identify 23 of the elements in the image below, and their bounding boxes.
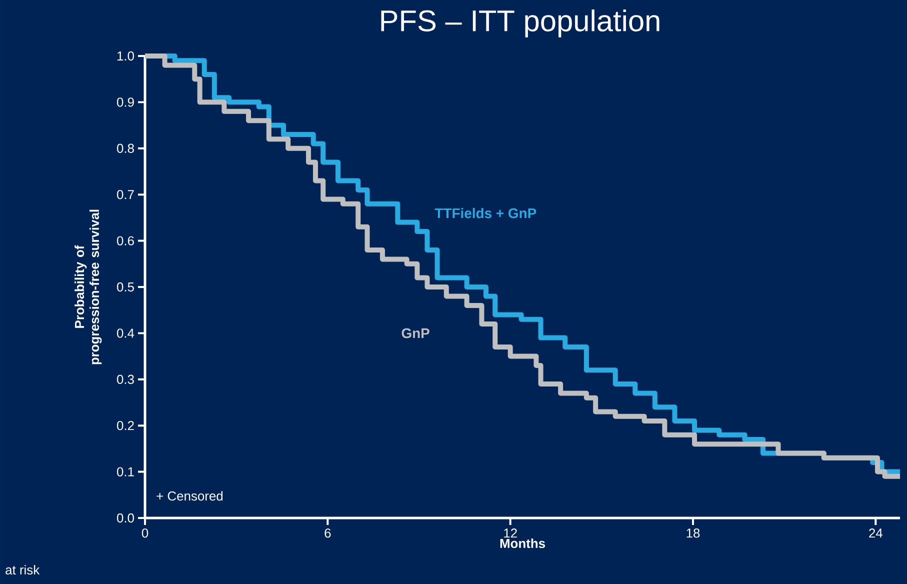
y-tick-label: 0.7 — [116, 190, 134, 200]
x-tick-label: 12 — [504, 528, 517, 538]
text: GnP — [402, 328, 430, 338]
text: at risk — [6, 565, 40, 575]
x-tick-label: 24 — [869, 528, 882, 538]
y-axis-title: Probability of progression-free survival — [74, 210, 102, 364]
x-tick-label: 6 — [324, 528, 331, 538]
y-tick-label: 0.4 — [116, 328, 134, 338]
y-tick-label: 1.0 — [117, 51, 134, 61]
y-tick-label: 0.6 — [116, 236, 134, 246]
y-tick-label: 0.9 — [116, 98, 134, 107]
annotation: + Censored — [156, 491, 223, 501]
y-tick-label: 0.2 — [116, 420, 134, 430]
y-tick-label: 0.1 — [116, 467, 134, 476]
y-tick-label: 0.0 — [116, 513, 134, 523]
x-axis-title: Months — [500, 538, 545, 548]
series-label: TTFields + GnP — [434, 208, 536, 218]
y-tick-label: 0.8 — [116, 144, 134, 153]
x-tick-label: 0 — [142, 528, 148, 538]
chart-title: PFS – ITT population — [381, 10, 660, 38]
x-tick-label: 18 — [686, 528, 700, 538]
y-tick-label: 0.3 — [116, 374, 134, 384]
y-tick-label: 0.5 — [116, 282, 134, 292]
